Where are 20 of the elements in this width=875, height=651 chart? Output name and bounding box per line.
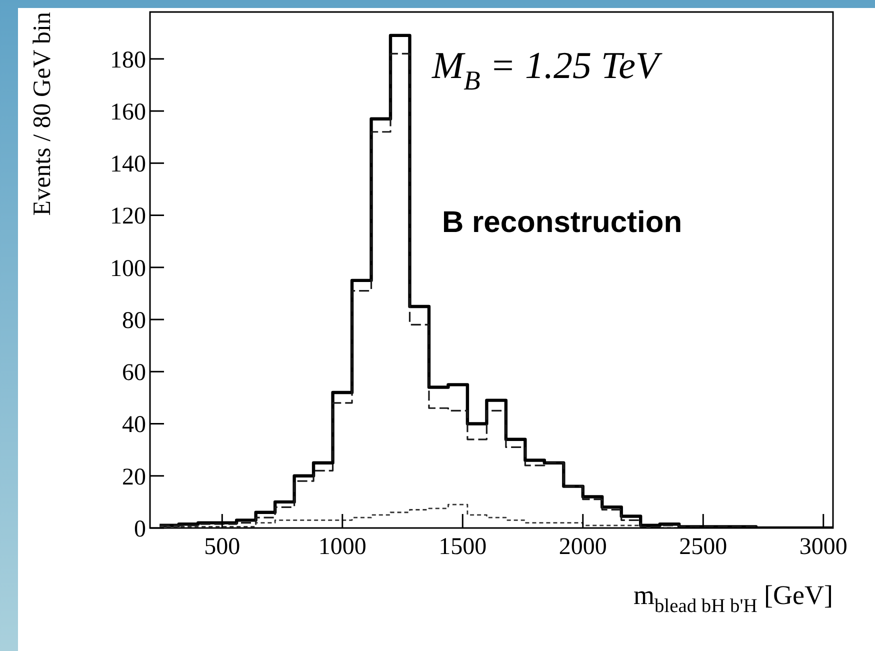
y-tick-label: 180	[110, 47, 146, 74]
y-tick-label: 160	[110, 99, 146, 126]
x-tick-label: 2000	[558, 534, 607, 560]
x-tick-label: 1500	[438, 534, 487, 560]
y-tick-label: 0	[134, 516, 146, 542]
x-axis-title: m$_{blead bH b'H}$ [GeV]	[633, 580, 833, 618]
y-tick-label: 140	[110, 152, 146, 178]
annotation: M$_{B}$ = 1.25 TeV	[431, 45, 663, 96]
y-tick-label: 40	[122, 412, 146, 438]
y-tick-label: 100	[110, 256, 146, 282]
annotation: B reconstruction	[442, 206, 682, 239]
x-tick-label: 2500	[679, 534, 728, 560]
y-tick-label: 120	[110, 204, 146, 230]
y-axis-title: Events / 80 GeV bin	[29, 12, 56, 216]
y-tick-label: 20	[122, 464, 146, 490]
x-tick-label: 3000	[799, 534, 848, 560]
x-tick-label: 1000	[318, 534, 366, 560]
y-tick-label: 60	[122, 360, 146, 386]
x-tick-label: 500	[204, 534, 240, 560]
y-tick-label: 80	[122, 308, 146, 334]
